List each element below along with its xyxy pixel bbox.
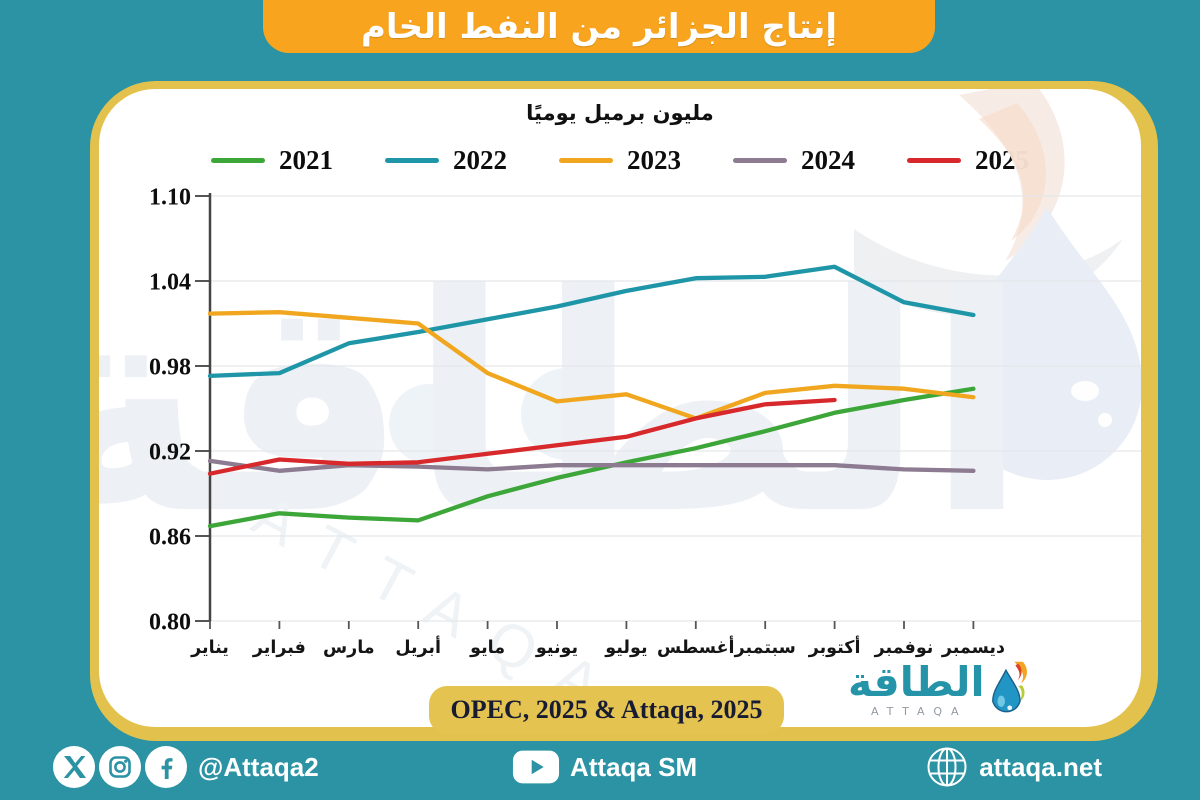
- watermark-gray-swirl-icon: [854, 229, 1123, 316]
- legend-item-2024: 2024: [733, 145, 855, 176]
- legend-swatch-icon: [907, 158, 961, 163]
- x-tick-label: ديسمبر: [941, 638, 1005, 658]
- title-banner: إنتاج الجزائر من النفط الخام: [263, 0, 935, 53]
- legend-swatch-icon: [559, 158, 613, 163]
- chart-tick-labels: 0.80 0.86 0.92 0.98 1.04 1.10 يناير فبراير مارس أ…: [149, 185, 1005, 659]
- chart-svg: الطاقة ATTAQA 0.80 0.86 0.92 0.98 1.04 1.10 ين…: [99, 89, 1141, 727]
- legend-label: 2022: [453, 145, 507, 175]
- x-tick-label: سبتمبر: [734, 638, 796, 658]
- x-tick-label: أغسطس: [657, 636, 735, 658]
- y-tick-label: 0.92: [149, 440, 191, 466]
- footer-social-group: @Attaqa2: [52, 744, 319, 790]
- legend-label: 2024: [801, 145, 855, 175]
- legend-item-2021: 2021: [211, 145, 333, 176]
- watermark-group: الطاقة ATTAQA: [99, 89, 1141, 727]
- watermark-droplet-icon: [952, 207, 1141, 480]
- youtube-label: Attaqa SM: [570, 751, 698, 782]
- legend-item-2023: 2023: [559, 145, 681, 176]
- attaqa-logo-latin: ATTAQA: [870, 705, 968, 718]
- series-line-2024: [207, 458, 976, 473]
- series-line-2022: [207, 264, 976, 379]
- x-tick-label: فبراير: [252, 638, 306, 658]
- x-tick-label: أبريل: [395, 636, 441, 658]
- x-tick-label: نوفمبر: [874, 638, 934, 658]
- y-tick-label: 0.80: [149, 610, 191, 636]
- x-tick-label: مايو: [469, 638, 505, 658]
- footer-website-group: attaqa.net: [925, 744, 1102, 790]
- y-tick-label: 1.10: [149, 185, 191, 211]
- y-tick-label: 0.86: [149, 525, 191, 551]
- legend-label: 2023: [627, 145, 681, 175]
- attaqa-flame-droplet-icon: [991, 661, 1027, 713]
- legend-item-2022: 2022: [385, 145, 507, 176]
- watermark-droplet-shine2-icon: [1098, 413, 1112, 427]
- footer-youtube-group: Attaqa SM: [512, 744, 697, 790]
- card-gold-frame: مليون برميل يوميًا 2021 2022 2023 2024 2025 …: [90, 81, 1158, 741]
- watermark-dot1-icon: [389, 384, 469, 464]
- globe-icon: [927, 747, 967, 787]
- legend-label: 2021: [279, 145, 333, 175]
- y-tick-label: 1.04: [149, 270, 191, 296]
- attaqa-logo: الطاقة ATTAQA: [848, 660, 1028, 718]
- legend-item-2025: 2025: [907, 145, 1029, 176]
- website-url: attaqa.net: [979, 751, 1102, 782]
- legend-swatch-icon: [211, 158, 265, 163]
- legend-swatch-icon: [385, 158, 439, 163]
- source-label: OPEC, 2025 & Attaqa, 2025: [450, 695, 763, 724]
- legend-label: 2025: [975, 145, 1029, 175]
- series-line-2021: [207, 386, 976, 529]
- y-tick-label: 0.98: [149, 355, 191, 381]
- facebook-icon: [145, 746, 187, 788]
- watermark-arabic-text: الطاقة: [99, 231, 1028, 580]
- x-twitter-icon: [53, 746, 95, 788]
- series-line-2025: [207, 397, 837, 476]
- x-tick-label: أكتوبر: [808, 636, 861, 658]
- x-tick-label: يونيو: [535, 638, 578, 658]
- chart-grid: [210, 195, 1141, 622]
- social-handle: @Attaqa2: [198, 751, 319, 782]
- youtube-icon: [512, 750, 560, 784]
- chart-axes: [195, 193, 975, 629]
- chart-card: مليون برميل يوميًا 2021 2022 2023 2024 2025 …: [99, 89, 1141, 727]
- watermark-dot2-icon: [521, 368, 613, 460]
- chart-series: [207, 264, 976, 529]
- source-pill: OPEC, 2025 & Attaqa, 2025: [429, 686, 784, 734]
- chart-legend: 2021 2022 2023 2024 2025: [99, 145, 1141, 176]
- chart-subtitle: مليون برميل يوميًا: [526, 101, 714, 125]
- watermark-droplet-shine-icon: [1071, 381, 1099, 401]
- x-tick-label: يوليو: [604, 638, 647, 658]
- legend-swatch-icon: [733, 158, 787, 163]
- instagram-icon: [99, 746, 141, 788]
- page-title: إنتاج الجزائر من النفط الخام: [361, 6, 837, 47]
- x-tick-label: يناير: [190, 638, 229, 658]
- attaqa-logo-arabic: الطاقة: [848, 658, 985, 706]
- footer-bar: @Attaqa2 Attaqa SM attaqa.net: [0, 744, 1200, 800]
- series-line-2023: [207, 310, 976, 421]
- x-tick-label: مارس: [323, 638, 375, 658]
